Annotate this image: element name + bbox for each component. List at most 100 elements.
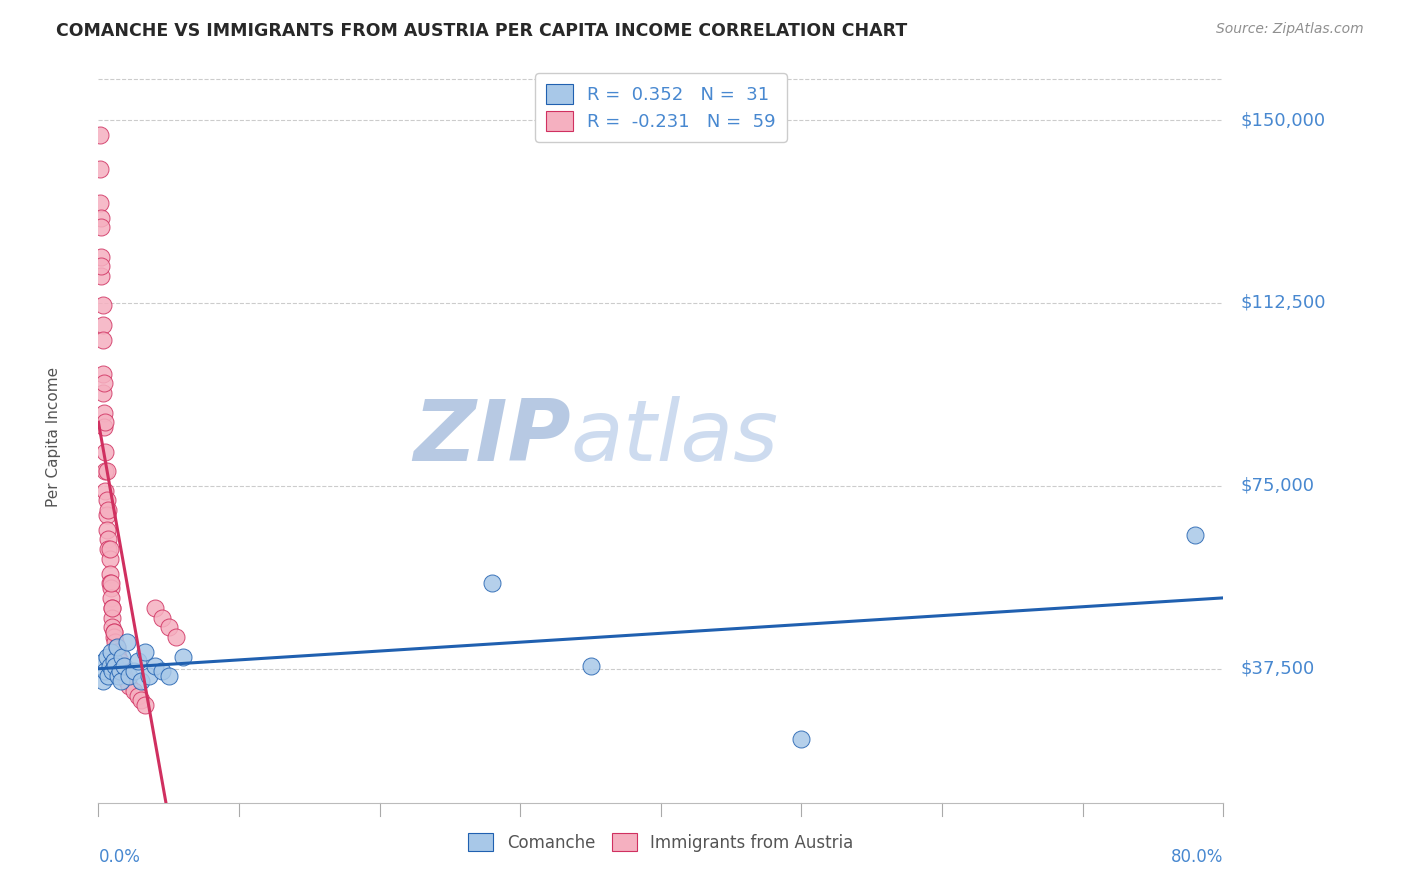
Point: [100, 591, 122, 605]
Point: [150, 664, 173, 678]
Point: [104, 635, 127, 649]
Text: Source: ZipAtlas.com: Source: ZipAtlas.com: [1216, 22, 1364, 37]
Point: [115, 673, 138, 688]
Point: [104, 659, 127, 673]
Point: [129, 693, 152, 707]
Point: [103, 625, 125, 640]
Point: [790, 732, 813, 747]
Point: [91, 318, 114, 332]
Text: atlas: atlas: [571, 395, 779, 479]
Point: [107, 669, 129, 683]
Point: [91, 386, 114, 401]
Point: [89, 161, 111, 176]
Point: [157, 620, 180, 634]
Point: [97, 542, 120, 557]
Point: [105, 640, 128, 654]
Point: [98, 659, 121, 673]
Point: [100, 576, 122, 591]
Point: [89, 128, 111, 142]
Point: [96, 464, 118, 478]
Point: [90, 269, 112, 284]
Point: [94, 416, 117, 430]
Point: [579, 659, 602, 673]
Point: [90, 211, 112, 225]
Point: [111, 649, 134, 664]
Point: [96, 649, 118, 664]
Point: [1184, 527, 1206, 541]
Point: [143, 600, 166, 615]
Text: $37,500: $37,500: [1240, 660, 1315, 678]
Point: [134, 698, 156, 713]
Point: [110, 659, 132, 673]
Point: [115, 635, 138, 649]
Text: 80.0%: 80.0%: [1171, 848, 1223, 866]
Point: [93, 406, 115, 420]
Point: [97, 669, 120, 683]
Point: [108, 664, 131, 678]
Point: [94, 664, 117, 678]
Text: $150,000: $150,000: [1240, 112, 1326, 129]
Point: [134, 645, 156, 659]
Text: ZIP: ZIP: [413, 395, 571, 479]
Point: [101, 600, 124, 615]
Point: [138, 669, 160, 683]
Point: [122, 683, 145, 698]
Point: [129, 673, 152, 688]
Text: $75,000: $75,000: [1240, 477, 1315, 495]
Point: [98, 576, 121, 591]
Point: [118, 669, 141, 683]
Point: [94, 483, 117, 498]
Point: [96, 508, 118, 522]
Point: [118, 679, 141, 693]
Text: $112,500: $112,500: [1240, 294, 1326, 312]
Point: [122, 664, 145, 678]
Point: [91, 367, 114, 381]
Point: [108, 654, 131, 668]
Point: [96, 523, 118, 537]
Point: [127, 689, 149, 703]
Point: [143, 659, 166, 673]
Point: [94, 464, 117, 478]
Point: [93, 420, 115, 434]
Point: [150, 610, 173, 624]
Point: [101, 664, 124, 678]
Point: [98, 566, 121, 581]
Point: [93, 376, 115, 391]
Point: [107, 649, 129, 664]
Point: [97, 533, 120, 547]
Point: [165, 630, 187, 644]
Point: [101, 600, 124, 615]
Point: [89, 196, 111, 211]
Point: [112, 659, 135, 673]
Point: [100, 581, 122, 595]
Point: [93, 654, 115, 668]
Point: [90, 260, 112, 274]
Point: [110, 673, 132, 688]
Point: [127, 654, 149, 668]
Point: [98, 542, 121, 557]
Point: [103, 630, 125, 644]
Point: [101, 610, 124, 624]
Point: [112, 669, 135, 683]
Point: [172, 649, 194, 664]
Point: [98, 552, 121, 566]
Point: [91, 298, 114, 312]
Point: [481, 576, 503, 591]
Point: [90, 220, 112, 235]
Point: [96, 493, 118, 508]
Point: [103, 654, 125, 668]
Point: [111, 664, 134, 678]
Point: [105, 645, 128, 659]
Text: 0.0%: 0.0%: [98, 848, 141, 866]
Point: [100, 645, 122, 659]
Point: [90, 250, 112, 264]
Text: Per Capita Income: Per Capita Income: [46, 367, 60, 508]
Point: [105, 640, 128, 654]
Legend: Comanche, Immigrants from Austria: Comanche, Immigrants from Austria: [460, 825, 862, 860]
Point: [103, 625, 125, 640]
Text: COMANCHE VS IMMIGRANTS FROM AUSTRIA PER CAPITA INCOME CORRELATION CHART: COMANCHE VS IMMIGRANTS FROM AUSTRIA PER …: [56, 22, 907, 40]
Point: [94, 444, 117, 458]
Point: [97, 503, 120, 517]
Point: [91, 333, 114, 347]
Point: [101, 620, 124, 634]
